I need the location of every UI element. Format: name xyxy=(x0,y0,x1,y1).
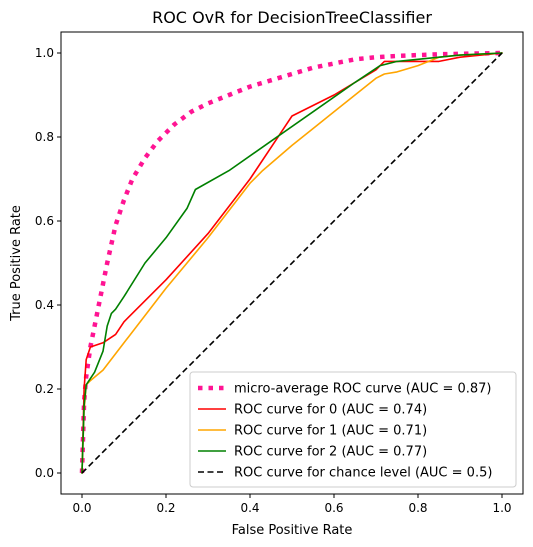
series-line-5 xyxy=(81,52,503,474)
y-tick-label: 0.6 xyxy=(35,214,54,228)
x-tick-label: 0.0 xyxy=(72,501,91,515)
y-tick-label: 1.0 xyxy=(35,46,54,60)
legend-label-4: ROC curve for 2 (AUC = 0.77) xyxy=(234,445,427,460)
legend-label-5: ROC curve for chance level (AUC = 0.5) xyxy=(234,466,492,481)
legend: micro-average ROC curve (AUC = 0.87) ROC … xyxy=(189,371,517,488)
x-tick-label: 0.6 xyxy=(324,501,343,515)
legend-label-3: ROC curve for 1 (AUC = 0.71) xyxy=(234,424,427,439)
legend-box xyxy=(189,371,517,488)
series-line-4 xyxy=(81,52,503,474)
x-axis-label: False Positive Rate xyxy=(232,523,353,538)
y-axis-ticks: 0.0 0.2 0.4 0.6 0.8 1.0 xyxy=(35,46,61,480)
y-tick-label: 0.4 xyxy=(35,298,54,312)
x-tick-label: 0.2 xyxy=(156,501,175,515)
y-tick-label: 0.2 xyxy=(35,382,54,396)
x-axis-ticks: 0.0 0.2 0.4 0.6 0.8 1.0 xyxy=(72,494,512,515)
chart-title: ROC OvR for DecisionTreeClassifier xyxy=(152,8,432,27)
plot-series xyxy=(79,50,503,474)
x-tick-label: 1.0 xyxy=(492,501,511,515)
x-tick-label: 0.8 xyxy=(408,501,427,515)
series-line-1 xyxy=(79,50,503,474)
plot-frame xyxy=(60,31,524,495)
series-line-3 xyxy=(81,52,503,474)
legend-label-1: micro-average ROC curve (AUC = 0.87) xyxy=(234,382,491,397)
y-axis-label: True Positive Rate xyxy=(9,205,24,322)
x-tick-label: 0.4 xyxy=(240,501,259,515)
y-tick-label: 0.8 xyxy=(35,130,54,144)
y-tick-label: 0.0 xyxy=(35,466,54,480)
legend-label-2: ROC curve for 0 (AUC = 0.74) xyxy=(234,403,427,418)
series-line-2 xyxy=(81,52,503,474)
